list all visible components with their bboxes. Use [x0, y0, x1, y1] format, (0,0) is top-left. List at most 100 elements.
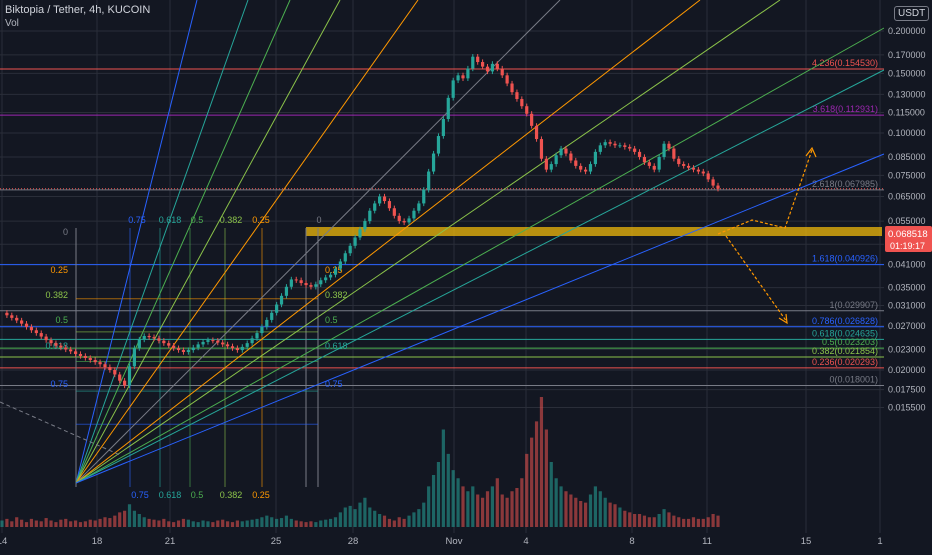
- candle-body: [583, 169, 588, 172]
- candle-body: [260, 326, 264, 334]
- candle-body: [191, 347, 195, 351]
- candle-body: [456, 75, 460, 81]
- volume-bar: [368, 507, 372, 527]
- volume-bar: [265, 515, 269, 527]
- gann-fan: [0, 0, 885, 484]
- candle-body: [608, 142, 612, 144]
- time-tick-label: 4: [523, 536, 528, 547]
- time-axis-bg: [0, 533, 932, 550]
- volume-bar: [304, 522, 308, 527]
- candle-body: [132, 348, 137, 367]
- candle-body: [427, 171, 431, 190]
- candle-body: [167, 343, 171, 346]
- price-tick-label: 0.031000: [888, 300, 926, 310]
- candle-body: [525, 106, 529, 114]
- currency-badge[interactable]: USDT: [894, 6, 930, 21]
- volume-bar: [431, 475, 436, 527]
- volume-bar: [240, 521, 244, 527]
- candle-body: [534, 125, 539, 140]
- candle-body: [221, 342, 225, 345]
- volume-bar: [657, 514, 661, 527]
- candle-body: [294, 279, 298, 281]
- candle-body: [696, 169, 700, 172]
- volume-bar: [299, 521, 303, 527]
- volume-bar: [392, 520, 396, 527]
- price-tick-label: 0.200000: [888, 26, 926, 36]
- volume-bar: [73, 520, 78, 527]
- time-tick-label: 1: [877, 536, 882, 547]
- volume-bar: [201, 520, 205, 527]
- fan-ray: [75, 0, 419, 484]
- candle-body: [250, 338, 254, 344]
- last-price-value: 0.068518: [888, 229, 928, 240]
- volume-bars: [0, 397, 720, 527]
- level-lines: 4.236(0.154530) 3.618(0.112931) 2.618(0.06…: [0, 58, 884, 487]
- volume-bar: [270, 517, 274, 527]
- volume-bar: [598, 491, 602, 527]
- candle-body: [83, 355, 87, 358]
- volume-bar: [613, 504, 617, 527]
- candle-body: [93, 360, 97, 363]
- candle-body: [20, 320, 24, 324]
- volume-bar: [181, 518, 186, 527]
- candle-body: [113, 370, 117, 375]
- fan-label-left: 0.5: [55, 315, 68, 325]
- volume-bar: [466, 491, 470, 527]
- candle-body: [476, 56, 480, 63]
- volume-bar: [530, 437, 534, 527]
- volume-bar: [186, 519, 190, 527]
- candle-body: [284, 286, 289, 296]
- price-tick-label: 0.170000: [888, 50, 926, 60]
- candle-body: [579, 165, 583, 170]
- candle-body: [245, 343, 249, 347]
- volume-bar: [108, 518, 112, 527]
- candle-body: [123, 380, 127, 386]
- candle-body: [255, 333, 259, 339]
- time-tick-label: 21: [165, 536, 176, 547]
- fib-level-label: 1.618(0.040926): [812, 254, 878, 264]
- candle-body: [628, 146, 632, 149]
- candle-body: [652, 165, 656, 170]
- price-tick-label: 0.035000: [888, 283, 926, 293]
- volume-bar: [549, 462, 553, 527]
- candle-body: [319, 280, 323, 285]
- price-tick-label: 0.130000: [888, 89, 926, 99]
- fib-level-label: 0.786(0.026828): [812, 316, 878, 326]
- candle-body: [539, 139, 544, 159]
- volume-bar: [147, 518, 151, 527]
- volume-bar: [15, 517, 19, 527]
- volume-bar: [78, 522, 83, 527]
- fan-ray: [75, 0, 249, 484]
- candle-body: [181, 350, 186, 353]
- price-tick-label: 0.150000: [888, 68, 926, 78]
- candle-body: [691, 167, 696, 170]
- candle-body: [196, 344, 200, 348]
- volume-bar: [216, 520, 220, 527]
- fan-ray: [75, 0, 291, 484]
- volume-bar: [289, 518, 293, 527]
- price-tick-label: 0.015500: [888, 403, 926, 413]
- candle-body: [505, 75, 509, 84]
- volume-bar: [314, 522, 318, 527]
- candle-body: [265, 319, 269, 327]
- candle-body: [15, 317, 19, 321]
- volume-bar: [412, 512, 416, 527]
- candle-body: [378, 196, 382, 204]
- price-tick-label: 0.075000: [888, 170, 926, 180]
- volume-bar: [637, 514, 642, 527]
- candle-body: [142, 335, 146, 340]
- fan-label-right: 0.382: [325, 290, 348, 300]
- candle-body: [358, 229, 362, 238]
- fan-ray: [75, 69, 885, 484]
- candle-body: [633, 148, 637, 152]
- fan-label-top: 0.25: [252, 215, 270, 225]
- volume-bar: [294, 520, 298, 527]
- volume-bar: [436, 462, 441, 527]
- candle-body: [436, 136, 441, 154]
- time-tick-label: 25: [271, 536, 282, 547]
- candle-body: [510, 83, 514, 93]
- fan-label-top: 0.5: [191, 215, 204, 225]
- candle-body: [481, 62, 485, 67]
